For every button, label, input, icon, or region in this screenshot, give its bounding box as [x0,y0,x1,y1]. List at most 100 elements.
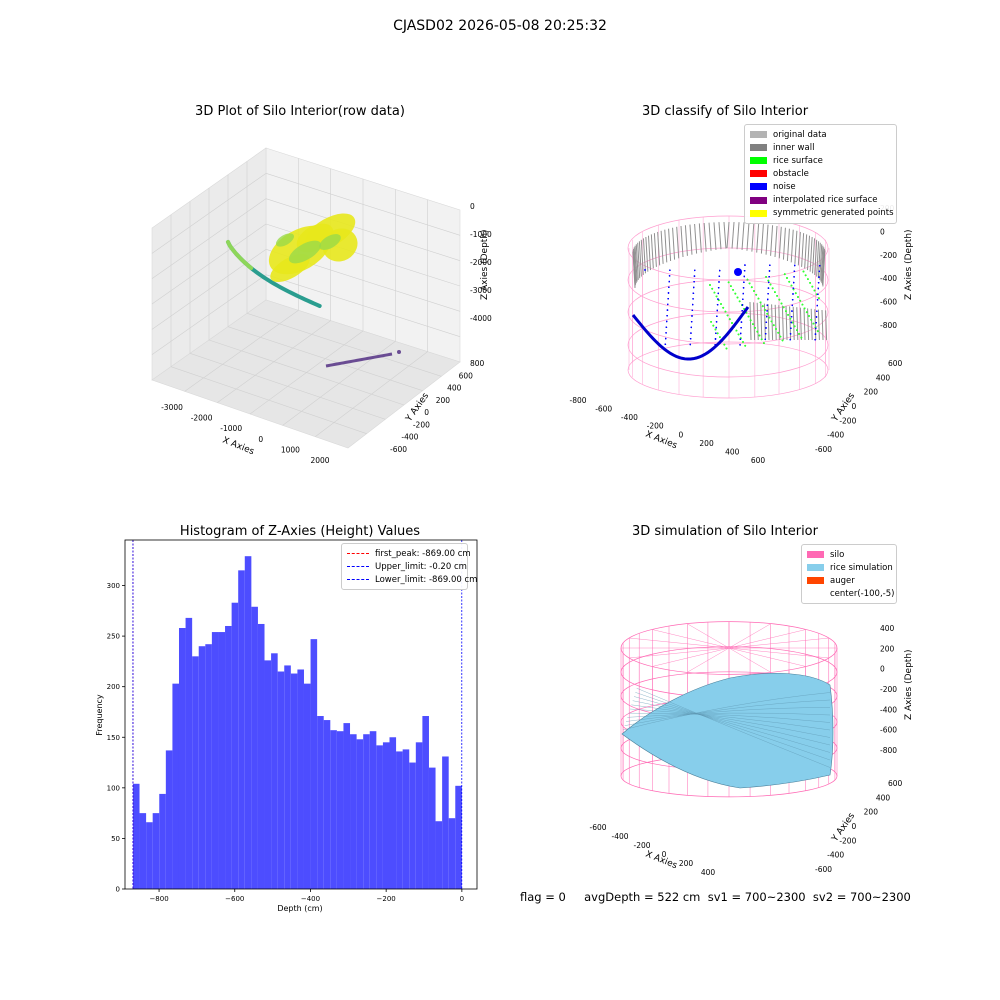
classify-inner-wall [751,222,755,252]
classify-noise-cluster [734,268,742,276]
classify-rice-point [720,303,722,305]
classify-inner-wall [814,239,818,275]
classify-noise-point [741,310,743,312]
classify-noise-point [816,304,818,307]
classify-rice-point [734,292,737,295]
simulation-y-tick-label: 400 [876,793,891,802]
histogram-bar [297,669,304,889]
classify-rice-point [758,334,761,337]
classify-inner-wall [767,303,770,341]
classify-inner-wall [708,222,712,251]
histogram-bar [317,716,324,889]
simulation-silo-spoke [687,647,730,673]
classify-rice-point [735,329,738,332]
legend-swatch [750,131,767,139]
histogram-bar [356,739,364,889]
classify-rice-point [800,336,803,339]
legend-swatch [750,209,767,217]
classify-inner-wall [676,226,680,259]
classify-inner-wall [763,303,766,341]
classify-rice-point [776,295,778,297]
raw-y-tick-label: 800 [470,359,485,368]
classify-legend-item: rice surface [750,154,891,167]
classify-inner-wall [778,226,782,259]
classify-rice-point [723,343,726,346]
classify-noise-point [743,281,745,283]
histogram-y-tick-label: 250 [107,633,120,641]
classify-noise-point [740,327,742,329]
grid-line [151,173,267,254]
classify-x-tick-label: 0 [678,430,683,439]
legend-swatch [750,183,767,191]
histogram-bar [396,751,403,889]
classify-inner-wall [668,228,672,262]
raw-purple-point [397,350,401,354]
classify-inner-wall [792,306,795,341]
histogram-bar [178,628,186,889]
classify-rice-point [756,330,759,333]
classify-noise-point [744,264,746,266]
classify-rice-point [737,333,740,336]
classify-noise-point [689,343,691,346]
histogram-bar [211,632,219,889]
simulation-mesh-line [631,704,831,738]
classify-noise-point [818,265,821,267]
classify-inner-wall [660,230,664,264]
classify-z-tick-label: -200 [880,251,897,260]
classify-noise-point [693,275,696,277]
classify-inner-wall [753,302,756,341]
histogram-bar [192,656,199,889]
histogram-bar [257,623,265,889]
simulation-mesh-line [625,707,831,722]
classify-noise-point [814,333,817,335]
classify-inner-wall [771,304,774,341]
raw-green-cluster [288,240,322,264]
classify-rice-point [714,328,717,331]
classify-noise-point [817,293,819,295]
classify-noise-point [790,321,792,324]
classify-rice-point [731,322,733,324]
classify-noise-point [741,304,744,306]
classify-inner-wall [774,225,778,258]
classify-inner-wall [801,233,805,267]
histogram-bar [139,813,147,889]
classify-rice-point [781,339,784,342]
classify-noise-point [740,332,742,335]
classify-rice-point [809,282,811,284]
legend-label: auger [830,575,855,586]
classify-noise-arc [631,306,750,361]
classify-rice-point [798,333,800,335]
classify-rice-point [797,296,799,298]
raw-x-tick-label: -1000 [220,424,242,433]
legend-label: rice surface [773,155,823,166]
classify-noise-point [694,269,696,272]
classify-noise-point [668,286,670,288]
classify-inner-wall [790,229,794,263]
legend-line [347,566,369,568]
raw-x-tick-label: -2000 [191,414,213,423]
classify-noise-point [814,339,816,341]
classify-noise-point [716,304,719,306]
raw-y-tick-label: 0 [424,408,429,417]
classify-inner-wall [803,307,806,341]
simulation-plot-title: 3D simulation of Silo Interior [632,524,818,539]
classify-rice-point [775,328,777,330]
histogram-legend-item: Upper_limit: -0.20 cm [347,560,467,573]
classify-noise-point [718,275,721,277]
classify-y-tick-label: -400 [827,431,844,440]
classify-inner-wall [633,248,637,285]
classify-legend: original data inner wall rice surface obsta… [744,124,897,224]
histogram-bar [205,644,212,889]
legend-swatch [807,590,824,598]
classify-rice-point [818,297,820,299]
simulation-silo-spoke [728,637,829,649]
classify-noise-point [767,287,770,289]
classify-inner-wall [642,238,646,274]
classify-noise-point [668,280,670,283]
simulation-mesh-line [633,696,831,753]
classify-noise-point [769,264,771,266]
simulation-mesh-line [636,688,831,768]
simulation-z-tick-label: -600 [880,726,897,735]
classify-inner-wall [657,231,661,266]
legend-label: original data [773,129,827,140]
